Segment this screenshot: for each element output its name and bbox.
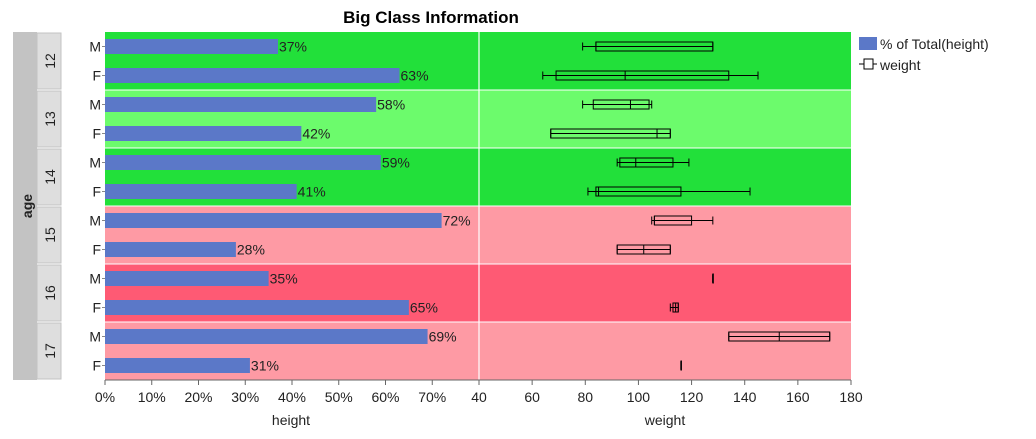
box-14-f	[595, 186, 682, 197]
x-tick-label-height: 30%	[231, 389, 259, 405]
age-label-12: 12	[42, 53, 58, 69]
age-label-13: 13	[42, 111, 58, 127]
x-tick-label-height: 10%	[138, 389, 166, 405]
x-tick-label-height: 20%	[184, 389, 212, 405]
x-axis-title-height: height	[272, 412, 310, 428]
data-label-17-f: 31%	[251, 358, 279, 374]
bar-15-f	[105, 242, 236, 257]
x-axis-title-weight: weight	[644, 412, 686, 428]
x-tick-label-height: 70%	[418, 389, 446, 405]
sex-label-f: F	[92, 126, 101, 142]
age-label-cell	[36, 148, 62, 206]
sex-label-f: F	[92, 68, 101, 84]
age-label-cell	[36, 206, 62, 264]
data-label-16-m: 35%	[270, 271, 298, 287]
x-tick-label-height: 0%	[95, 389, 115, 405]
bar-12-m	[105, 39, 278, 54]
data-label-12-f: 63%	[401, 68, 429, 84]
data-label-14-f: 41%	[298, 184, 326, 200]
x-tick-label-weight: 180	[839, 389, 863, 405]
legend-label-weight: weight	[879, 57, 921, 73]
box-13-f	[550, 128, 671, 139]
legend-label-height: % of Total(height)	[880, 36, 989, 52]
age-axis-strip	[13, 32, 37, 380]
legend-swatch-box	[863, 58, 874, 70]
box-12-f	[555, 70, 730, 81]
data-label-12-m: 37%	[279, 39, 307, 55]
x-tick-label-height: 50%	[325, 389, 353, 405]
sex-label-m: M	[89, 271, 101, 287]
data-label-14-m: 59%	[382, 155, 410, 171]
age-label-17: 17	[42, 343, 58, 359]
sex-label-f: F	[92, 184, 101, 200]
data-label-17-m: 69%	[429, 329, 457, 345]
sex-label-m: M	[89, 97, 101, 113]
x-tick-label-weight: 120	[680, 389, 704, 405]
bar-14-f	[105, 184, 297, 199]
sex-label-m: M	[89, 213, 101, 229]
sex-label-f: F	[92, 358, 101, 374]
chart-title: Big Class Information	[343, 8, 519, 27]
data-label-13-f: 42%	[302, 126, 330, 142]
age-label-cell	[36, 32, 62, 90]
data-label-15-m: 72%	[443, 213, 471, 229]
bar-16-f	[105, 300, 409, 315]
sex-label-m: M	[89, 155, 101, 171]
legend-swatch-bar	[859, 37, 877, 50]
x-tick-label-weight: 80	[577, 389, 593, 405]
age-label-16: 16	[42, 285, 58, 301]
x-tick-label-weight: 160	[786, 389, 810, 405]
box-13-m	[592, 99, 650, 110]
bar-16-m	[105, 271, 269, 286]
bar-13-f	[105, 126, 302, 141]
bar-17-m	[105, 329, 428, 344]
age-label-cell	[36, 264, 62, 322]
sex-label-f: F	[92, 242, 101, 258]
data-label-15-f: 28%	[237, 242, 265, 258]
sex-label-m: M	[89, 329, 101, 345]
x-tick-label-height: 40%	[278, 389, 306, 405]
x-tick-label-weight: 100	[627, 389, 651, 405]
data-label-13-m: 58%	[377, 97, 405, 113]
x-tick-label-height: 60%	[371, 389, 399, 405]
x-tick-label-weight: 60	[524, 389, 540, 405]
bar-17-f	[105, 358, 250, 373]
bar-15-m	[105, 213, 442, 228]
bar-13-m	[105, 97, 377, 112]
bar-12-f	[105, 68, 400, 83]
age-label-cell	[36, 90, 62, 148]
age-label-15: 15	[42, 227, 58, 243]
x-tick-label-weight: 40	[471, 389, 487, 405]
sex-label-m: M	[89, 39, 101, 55]
age-label-14: 14	[42, 169, 58, 185]
bar-14-m	[105, 155, 381, 170]
age-axis-title: age	[19, 194, 35, 218]
age-label-cell	[36, 322, 62, 380]
data-label-16-f: 65%	[410, 300, 438, 316]
sex-label-f: F	[92, 300, 101, 316]
x-tick-label-weight: 140	[733, 389, 757, 405]
box-14-m	[619, 157, 674, 168]
